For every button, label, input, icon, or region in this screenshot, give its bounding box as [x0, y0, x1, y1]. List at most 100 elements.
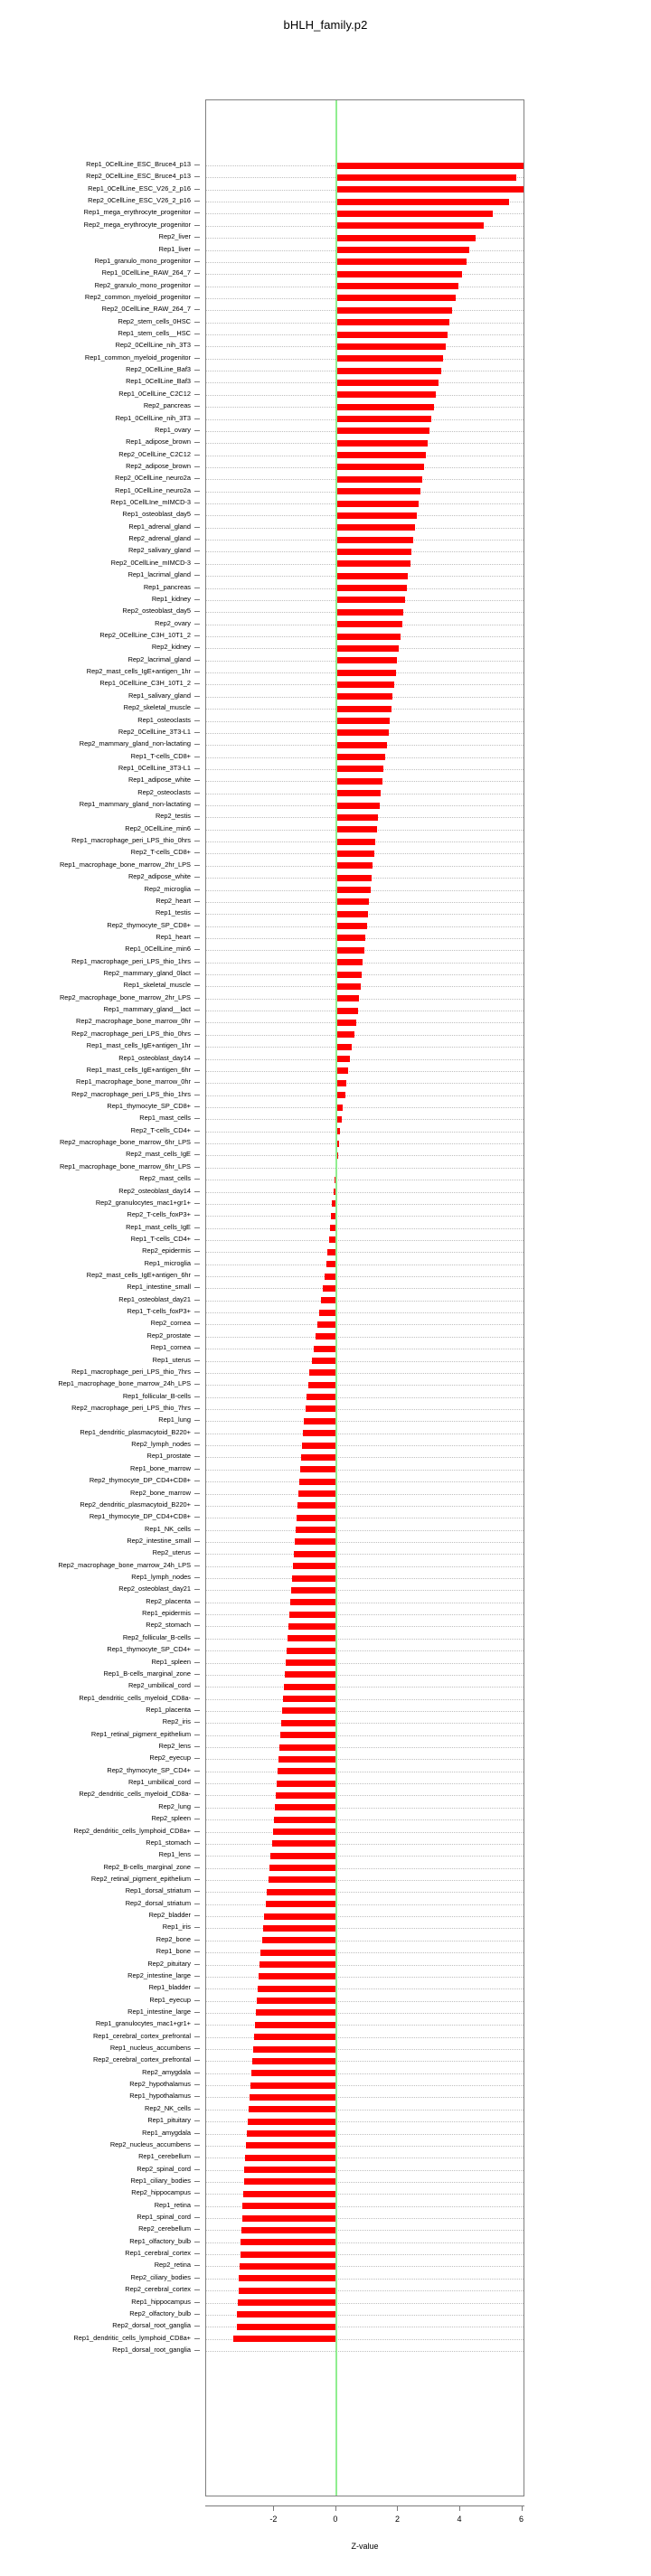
bar	[335, 850, 374, 857]
gridline	[206, 1288, 524, 1290]
y-axis-tick-label: Rep2_adipose_white	[127, 872, 191, 881]
y-axis-tick-label: Rep1_0CellLine_ESC_Bruce4_p13	[86, 160, 191, 168]
y-axis-tick	[194, 2168, 200, 2170]
y-axis-tick	[194, 1504, 200, 1506]
gridline	[206, 1167, 524, 1169]
y-axis-tick	[194, 321, 200, 323]
gridline	[206, 1312, 524, 1314]
y-axis-tick	[194, 2350, 200, 2351]
bar	[284, 1683, 336, 1690]
bar	[268, 1876, 336, 1884]
bar	[335, 597, 406, 604]
y-axis-tick-label: Rep1_mast_cells_IgE+antigen_6hr	[86, 1065, 191, 1074]
gridline	[206, 1095, 524, 1096]
bar	[335, 475, 423, 483]
y-axis-tick-label: Rep1_thymocyte_SP_CD8+	[107, 1102, 191, 1110]
gridline	[206, 1735, 524, 1736]
gridline	[206, 2205, 524, 2207]
y-axis-tick-label: Rep2_thymocyte_SP_CD4+	[107, 1765, 191, 1774]
gridline	[206, 1119, 524, 1121]
bar	[326, 1261, 336, 1268]
y-axis-tick	[194, 1287, 200, 1289]
gridline	[206, 1590, 524, 1592]
bar	[335, 319, 450, 326]
bar	[335, 644, 400, 652]
bar	[240, 2251, 336, 2258]
y-axis-tick-label: Rep1_B-cells_marginal_zone	[103, 1669, 191, 1678]
y-axis-tick-label: Rep2_0CellLine_Baf3	[126, 365, 191, 374]
y-axis-tick-label: Rep2_macrophage_bone_marrow_6hr_LPS	[59, 1138, 191, 1147]
y-axis-tick-label: Rep1_skeletal_muscle	[123, 981, 191, 990]
y-axis-tick-label: Rep1_cornea	[150, 1343, 191, 1352]
y-axis-tick	[194, 936, 200, 938]
y-axis-tick-label: Rep1_bone_marrow	[130, 1463, 191, 1472]
y-axis-tick	[194, 2108, 200, 2110]
gridline	[206, 2145, 524, 2147]
bar	[232, 2336, 336, 2343]
gridline	[206, 1336, 524, 1338]
gridline	[206, 1541, 524, 1543]
y-axis-tick	[194, 2060, 200, 2062]
y-axis-tick	[194, 1010, 200, 1011]
y-axis-tick-label: Rep2_T-cells_CD8+	[130, 848, 191, 857]
y-axis-tick	[194, 465, 200, 467]
bar	[263, 1924, 336, 1932]
y-axis-tick-label: Rep1_kidney	[151, 594, 191, 603]
bar	[264, 1913, 336, 1920]
gridline	[206, 1276, 524, 1278]
bar	[255, 2021, 336, 2028]
bar	[256, 2009, 336, 2017]
bar	[335, 585, 407, 592]
y-axis-tick	[194, 1420, 200, 1422]
y-axis-tick-label: Rep2_ovary	[155, 618, 191, 627]
bar	[335, 247, 470, 253]
y-axis-tick	[194, 176, 200, 178]
y-axis-tick-label: Rep2_mast_cells_IgE	[126, 1150, 191, 1159]
y-axis-tick	[194, 2277, 200, 2279]
gridline	[206, 1904, 524, 1905]
y-axis-tick-label: Rep1_thymocyte_DP_CD4+CD8+	[89, 1512, 191, 1521]
y-axis-tick	[194, 285, 200, 287]
y-axis-tick-label: Rep2_cerebral_cortex_prefrontal	[92, 2055, 191, 2064]
gridline	[206, 1698, 524, 1700]
gridline	[206, 1819, 524, 1821]
gridline	[206, 1481, 524, 1483]
y-axis-tick	[194, 1842, 200, 1844]
y-axis-tick	[194, 237, 200, 239]
bar	[275, 1791, 336, 1799]
bar	[335, 548, 412, 555]
y-axis-tick	[194, 913, 200, 915]
y-axis-tick-label: Rep1_macrophage_bone_marrow_0hr	[76, 1077, 191, 1086]
bar	[274, 1804, 336, 1811]
x-axis-tick	[397, 2505, 399, 2511]
y-axis-tick	[194, 2301, 200, 2303]
y-axis-tick	[194, 1565, 200, 1566]
gridline	[206, 1022, 524, 1024]
gridline	[206, 1565, 524, 1567]
y-axis-tick-label: Rep2_osteoclasts	[137, 787, 191, 796]
y-axis-tick-label: Rep1_T-cells_CD8+	[130, 751, 191, 760]
y-axis-tick	[194, 2313, 200, 2315]
y-axis-tick	[194, 1782, 200, 1784]
y-axis-tick-label: Rep2_mast_cells_IgE+antigen_6hr	[86, 1271, 191, 1280]
y-axis-tick-label: Rep1_testis	[155, 908, 191, 917]
y-axis-tick-label: Rep1_epidermis	[142, 1609, 191, 1618]
gridline	[206, 2351, 524, 2352]
bar	[248, 2106, 336, 2113]
bar	[236, 2323, 336, 2330]
y-axis-tick-label: Rep2_macrophage_bone_marrow_0hr	[76, 1017, 191, 1026]
y-axis-tick-label: Rep1_macrophage_bone_marrow_2hr_LPS	[59, 860, 191, 869]
y-axis-tick	[194, 2120, 200, 2122]
x-axis-tick	[335, 2505, 336, 2511]
zero-reference-line	[335, 100, 337, 2496]
y-axis-tick-label: Rep2_thymocyte_SP_CD8+	[107, 920, 191, 929]
y-axis-tick	[194, 1238, 200, 1240]
y-axis-tick-label: Rep2_hypothalamus	[129, 2080, 191, 2089]
y-axis-tick-label: Rep2_0CellLine_neuro2a	[115, 474, 191, 483]
bar	[316, 1321, 336, 1328]
bar	[335, 802, 380, 809]
y-axis-tick	[194, 961, 200, 963]
gridline	[206, 1831, 524, 1833]
y-axis-tick-label: Rep1_mammary_gland_non-lactating	[79, 800, 191, 809]
